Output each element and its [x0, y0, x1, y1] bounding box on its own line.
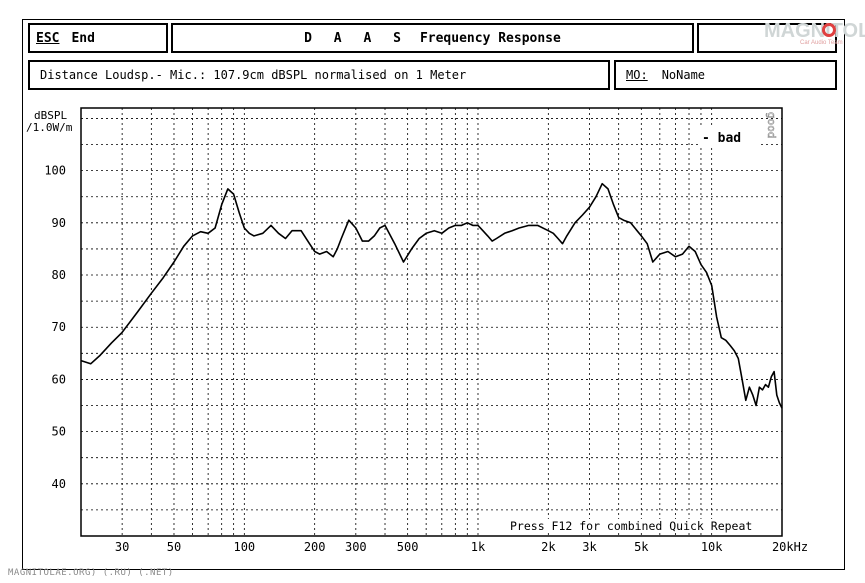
end-label: End: [71, 30, 95, 46]
y-tick-label: 90: [52, 216, 66, 230]
memory-slot[interactable]: MO: NoName: [614, 60, 837, 90]
frequency-response-line: [80, 182, 783, 409]
y-tick-label: 60: [52, 372, 66, 386]
esc-key-label: ESC: [36, 30, 60, 46]
memory-name: NoName: [661, 68, 706, 82]
legend-entry: - bad: [702, 131, 741, 146]
y-tick-label: 40: [52, 477, 66, 491]
footer-note: Press F12 for combined Quick Repeat: [510, 519, 752, 533]
x-tick-label: 30: [115, 540, 129, 554]
y-tick-label: 80: [52, 268, 66, 282]
y-tick-label: 100: [44, 164, 66, 178]
y-axis-label: dBSPL: [34, 109, 67, 122]
x-tick-label: 1k: [471, 540, 486, 554]
y-tick-label: 70: [52, 320, 66, 334]
tick-labels: 40 50 60 70 80 90 100 30 50 100 200 300 500 1k 2k 3k 5k 1…: [44, 164, 808, 554]
logo-text: MAGNITOL: [764, 20, 865, 42]
memory-key: MO:: [626, 68, 648, 82]
side-label: good: [765, 112, 778, 139]
watermark: MAGNITOLAE.ORG) (.RU) (.NET): [8, 568, 174, 578]
esc-end-button[interactable]: ESC End: [28, 23, 168, 53]
x-tick-label: 2k: [541, 540, 556, 554]
legend-background: [698, 127, 758, 145]
x-tick-label: 20kHz: [772, 540, 808, 554]
y-tick-label: 50: [52, 425, 66, 439]
window-title: Frequency Response: [419, 30, 561, 46]
distance-info: Distance Loudsp.- Mic.: 107.9cm dBSPL no…: [28, 60, 610, 90]
footer-note-background: [508, 519, 781, 533]
x-tick-label: 3k: [582, 540, 597, 554]
logo-subtext: Car Audio Team: [800, 40, 843, 46]
logo-ring-icon: [822, 23, 836, 37]
plot-border: [80, 107, 783, 537]
x-tick-label: 50: [167, 540, 181, 554]
grid-lines: [81, 108, 782, 536]
title-bar: D A A S Frequency Response: [171, 23, 694, 53]
app-name: D A A S: [304, 30, 408, 46]
x-tick-label: 300: [345, 540, 367, 554]
brand-logo: MAGNITOL Car Audio Team: [762, 19, 865, 49]
distance-text: Distance Loudsp.- Mic.: 107.9cm dBSPL no…: [40, 68, 467, 82]
x-tick-label: 10k: [701, 540, 723, 554]
y-axis-unit-label: /1.0W/m: [26, 121, 73, 134]
x-tick-label: 100: [233, 540, 255, 554]
x-tick-label: 200: [304, 540, 326, 554]
window-frame: [22, 19, 845, 570]
x-tick-label: 5k: [634, 540, 649, 554]
corner-panel: [697, 23, 837, 53]
x-tick-label: 500: [397, 540, 419, 554]
